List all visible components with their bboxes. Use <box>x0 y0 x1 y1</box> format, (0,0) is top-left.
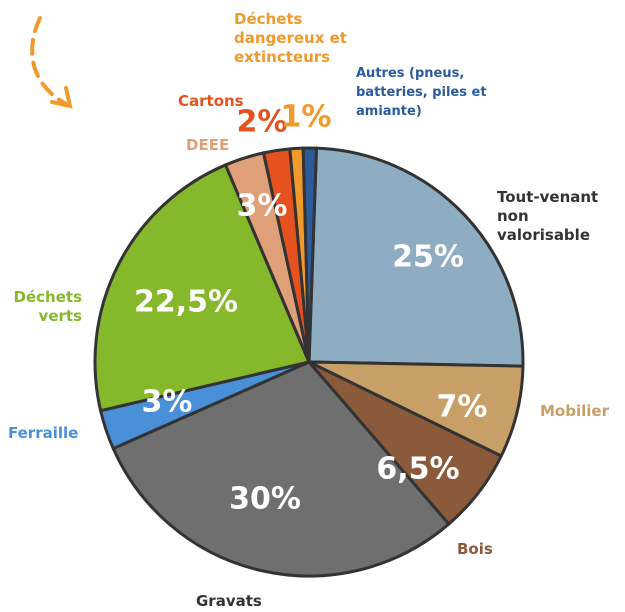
value-label: 22,5% <box>134 285 238 320</box>
category-label: Autres (pneus, batteries, piles et amian… <box>356 66 487 119</box>
pie-slice <box>301 146 318 364</box>
pie-slice <box>93 163 311 413</box>
value-label: 7% <box>437 390 488 425</box>
value-label: 3% <box>237 189 288 224</box>
decor-arrow <box>30 16 70 107</box>
pie-slice <box>307 146 525 368</box>
category-label: Cartons <box>178 92 244 110</box>
value-label: 6,5% <box>376 452 459 487</box>
value-label: 2% <box>237 105 288 140</box>
decor-arrow-head <box>50 86 73 109</box>
category-label: Déchets verts <box>13 288 82 325</box>
category-label: Ferraille <box>8 424 79 442</box>
category-label: Tout-venant non valorisable <box>497 188 599 244</box>
value-label: 30% <box>229 482 301 517</box>
value-label: 3% <box>142 385 193 420</box>
category-label: Bois <box>457 540 493 558</box>
category-label: Mobilier <box>540 402 609 420</box>
value-label: 25% <box>392 240 464 275</box>
value-label: 1% <box>281 100 332 135</box>
category-label: Déchets dangereux et extincteurs <box>234 10 347 66</box>
category-label: Gravats <box>196 592 262 610</box>
pie-slice <box>111 360 451 578</box>
category-label: DEEE <box>186 136 230 154</box>
